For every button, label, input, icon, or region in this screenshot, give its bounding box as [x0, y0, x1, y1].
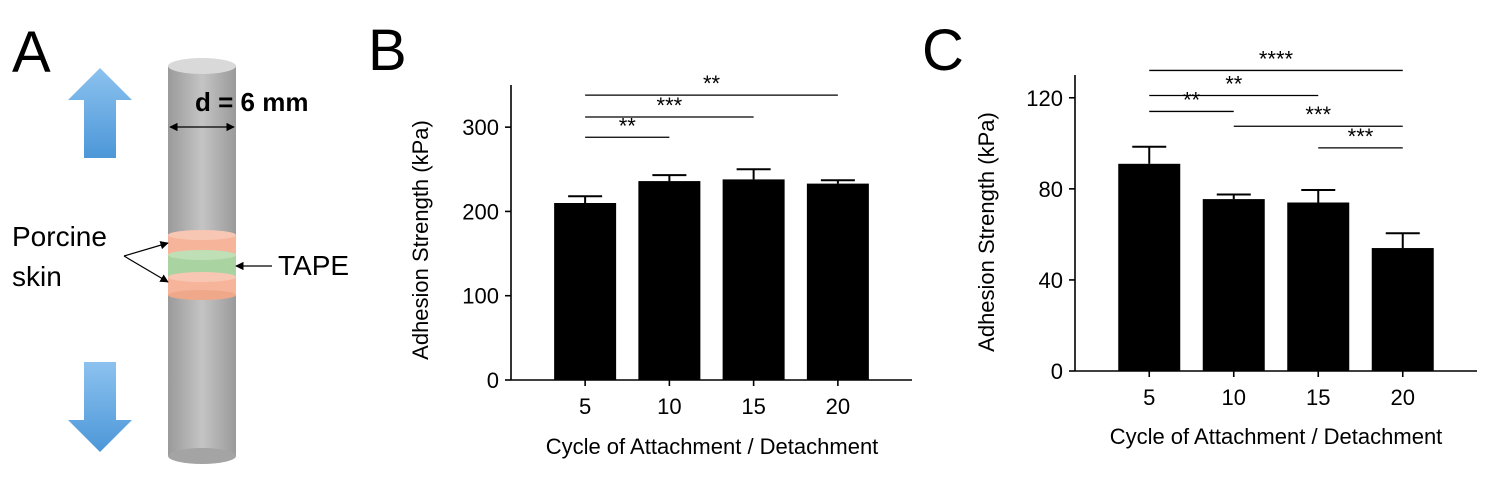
chart-c-bar: [1287, 202, 1350, 371]
chart-b-y-tick-label: 300: [462, 115, 499, 140]
chart-c-significance-label: ****: [1259, 46, 1294, 71]
chart-b-x-tick-label: 15: [741, 394, 765, 419]
chart-b-bar: [722, 179, 785, 380]
chart-b-significance-label: **: [619, 113, 637, 138]
chart-c-y-tick-label: 120: [1026, 86, 1063, 111]
chart-c-significance-label: ***: [1305, 102, 1331, 127]
chart-b-x-axis-title: Cycle of Attachment / Detachment: [546, 434, 879, 459]
porcine-skin-top-band: [168, 230, 236, 255]
porcine-label-line1: Porcine: [12, 221, 107, 252]
chart-c: C Adhesion Strength (kPa) Cycle of Attac…: [922, 18, 1477, 449]
chart-c-y-axis-title: Adhesion Strength (kPa): [974, 112, 999, 352]
chart-c-y-tick-label: 0: [1051, 359, 1063, 384]
porcine-pointer-bottom: [123, 255, 169, 283]
diameter-label: d = 6 mm: [195, 87, 308, 117]
chart-b-significance-label: **: [703, 71, 721, 96]
chart-b-bar: [638, 181, 701, 380]
panel-a: A d = 6 mm Porcine skin: [12, 20, 349, 464]
chart-b-bar: [554, 203, 617, 380]
chart-c-x-axis-title: Cycle of Attachment / Detachment: [1110, 424, 1443, 449]
chart-b-bar: [806, 183, 869, 380]
panel-letter-a: A: [12, 20, 51, 85]
chart-b-y-tick-label: 100: [462, 284, 499, 309]
chart-b-y-axis-title: Adhesion Strength (kPa): [408, 120, 433, 360]
chart-c-x-tick-label: 10: [1222, 385, 1246, 410]
chart-c-x-tick-label: 20: [1391, 385, 1415, 410]
chart-c-x-tick-label: 5: [1143, 385, 1155, 410]
chart-c-bar: [1202, 199, 1265, 371]
chart-c-y-tick-label: 40: [1039, 268, 1063, 293]
chart-c-bar: [1118, 163, 1181, 371]
porcine-label-line2: skin: [12, 261, 62, 292]
tape-label: TAPE: [278, 250, 349, 281]
chart-c-significance-label: **: [1183, 87, 1201, 112]
chart-b-y-tick-label: 0: [487, 368, 499, 393]
panel-letter-b: B: [368, 18, 407, 83]
chart-c-significance-label: ***: [1348, 124, 1374, 149]
tape-band: [168, 250, 236, 277]
chart-c-x-tick-label: 15: [1306, 385, 1330, 410]
chart-b-x-tick-label: 20: [826, 394, 850, 419]
pull-up-arrow-icon: [68, 68, 132, 158]
chart-c-significance-label: **: [1225, 71, 1243, 96]
porcine-skin-bottom-band: [168, 272, 236, 300]
chart-b: B Adhesion Strength (kPa) Cycle of Attac…: [368, 18, 912, 459]
pull-down-arrow-icon: [68, 362, 132, 452]
porcine-pointer-top: [123, 241, 169, 257]
chart-b-x-tick-label: 5: [579, 394, 591, 419]
chart-b-x-tick-label: 10: [657, 394, 681, 419]
chart-b-significance-label: ***: [657, 93, 683, 118]
panel-letter-c: C: [922, 18, 964, 83]
chart-c-bar: [1371, 248, 1434, 371]
chart-b-y-tick-label: 200: [462, 199, 499, 224]
chart-c-y-tick-label: 80: [1039, 177, 1063, 202]
